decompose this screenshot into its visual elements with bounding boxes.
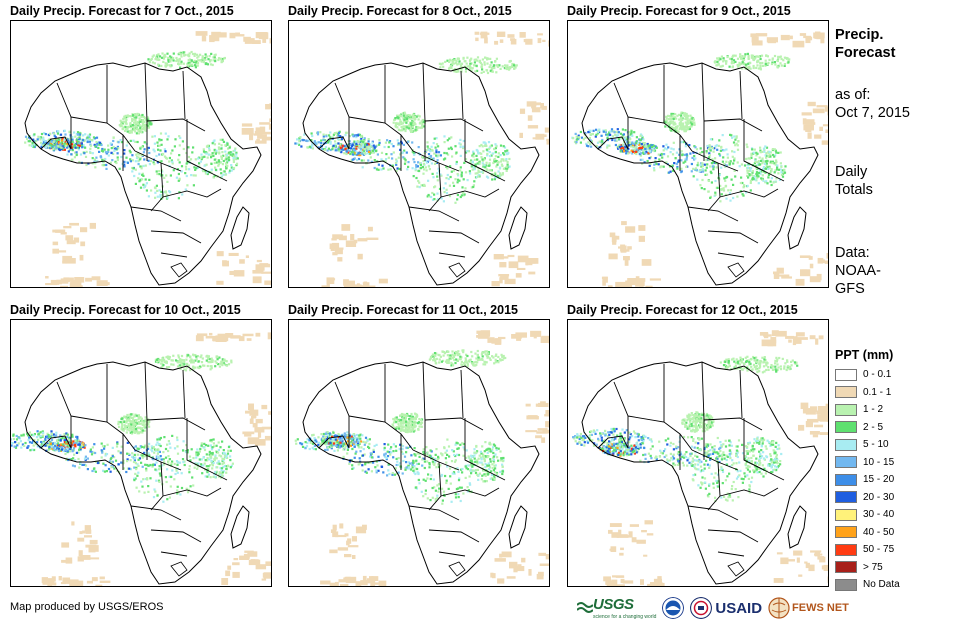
legend-swatch <box>835 561 857 574</box>
legend-swatch <box>835 508 857 521</box>
africa-map <box>572 330 828 586</box>
legend-label: 1 - 2 <box>863 404 884 416</box>
fews-globe-icon <box>768 597 790 619</box>
noaa-seal-icon <box>662 597 685 619</box>
legend-swatch <box>835 386 857 399</box>
legend-item: 50 - 75 <box>835 541 900 559</box>
legend-swatch <box>835 491 857 504</box>
legend-label: 50 - 75 <box>863 544 895 556</box>
legend-item: 30 - 40 <box>835 506 900 524</box>
legend-label: 10 - 15 <box>863 456 895 468</box>
usgs-logo: USGS science for a changing world <box>577 596 656 620</box>
legend-item: No Data <box>835 576 900 594</box>
sidebar-heading: Precip. Forecast <box>835 26 895 62</box>
map-credit: Map produced by USGS/EROS <box>10 601 164 613</box>
legend-swatch <box>835 368 857 381</box>
legend-label: 40 - 50 <box>863 526 895 538</box>
legend-swatch <box>835 403 857 416</box>
panel-title: Daily Precip. Forecast for 7 Oct., 2015 <box>10 4 234 18</box>
africa-map <box>24 31 271 287</box>
legend-item: 5 - 10 <box>835 436 900 454</box>
data-source: NOAA- <box>835 263 881 279</box>
heading-line: Precip. <box>835 27 884 43</box>
precip-map <box>567 319 829 587</box>
legend-item: 1 - 2 <box>835 401 900 419</box>
legend-swatch <box>835 456 857 469</box>
heading-line: Forecast <box>835 45 896 61</box>
legend-item: 2 - 5 <box>835 419 900 437</box>
legend-title: PPT (mm) <box>835 348 894 362</box>
legend-label: > 75 <box>863 561 883 573</box>
legend-item: 0.1 - 1 <box>835 384 900 402</box>
usaid-logo: USAID <box>690 597 762 619</box>
legend-label: 15 - 20 <box>863 474 895 486</box>
legend-item: 40 - 50 <box>835 524 900 542</box>
precip-map <box>10 20 272 288</box>
panel-title: Daily Precip. Forecast for 8 Oct., 2015 <box>288 4 512 18</box>
legend-swatch <box>835 543 857 556</box>
precip-map <box>288 319 550 587</box>
panel-title: Daily Precip. Forecast for 12 Oct., 2015 <box>567 303 798 317</box>
legend-label: 2 - 5 <box>863 421 884 433</box>
legend-swatch <box>835 473 857 486</box>
panel-title: Daily Precip. Forecast for 11 Oct., 2015 <box>288 303 518 317</box>
africa-map <box>571 31 828 287</box>
totals-line: Daily <box>835 164 868 180</box>
legend-item: 20 - 30 <box>835 489 900 507</box>
precip-map <box>288 20 550 288</box>
usgs-wordmark: USGS <box>593 596 634 613</box>
legend-item: 15 - 20 <box>835 471 900 489</box>
legend-label: 20 - 30 <box>863 491 895 503</box>
asof-label: as of: <box>835 87 871 103</box>
precip-map <box>10 319 272 587</box>
legend-item: 10 - 15 <box>835 454 900 472</box>
legend-label: 5 - 10 <box>863 439 889 451</box>
legend-label: No Data <box>863 579 900 591</box>
data-source-block: Data: NOAA- GFS <box>835 244 881 298</box>
usgs-tagline: science for a changing world <box>593 614 657 620</box>
legend-item: > 75 <box>835 559 900 577</box>
fews-wordmark: FEWS NET <box>792 602 849 614</box>
africa-map <box>11 332 271 586</box>
legend-swatch <box>835 526 857 539</box>
africa-map <box>294 31 549 287</box>
africa-map <box>294 330 549 586</box>
asof-block: as of: Oct 7, 2015 <box>835 86 910 122</box>
legend-swatch <box>835 421 857 434</box>
asof-date: Oct 7, 2015 <box>835 105 910 121</box>
usaid-wordmark: USAID <box>715 599 763 617</box>
data-source: GFS <box>835 281 865 297</box>
panel-title: Daily Precip. Forecast for 10 Oct., 2015 <box>10 303 241 317</box>
agency-logos: USGS science for a changing world USAID … <box>577 595 855 621</box>
data-label: Data: <box>835 245 870 261</box>
precip-map <box>567 20 829 288</box>
usgs-wave-icon <box>577 602 593 613</box>
legend-label: 30 - 40 <box>863 509 895 521</box>
fews-net-logo: FEWS NET <box>768 597 849 619</box>
legend: 0 - 0.1 0.1 - 1 1 - 2 2 - 5 5 - 10 10 - 15 15 … <box>835 366 900 594</box>
totals-block: Daily Totals <box>835 163 873 199</box>
totals-line: Totals <box>835 182 873 198</box>
legend-label: 0.1 - 1 <box>863 386 892 398</box>
panel-title: Daily Precip. Forecast for 9 Oct., 2015 <box>567 4 791 18</box>
legend-swatch <box>835 438 857 451</box>
usaid-seal-icon <box>690 597 713 619</box>
legend-swatch <box>835 578 857 591</box>
legend-label: 0 - 0.1 <box>863 369 892 381</box>
legend-item: 0 - 0.1 <box>835 366 900 384</box>
